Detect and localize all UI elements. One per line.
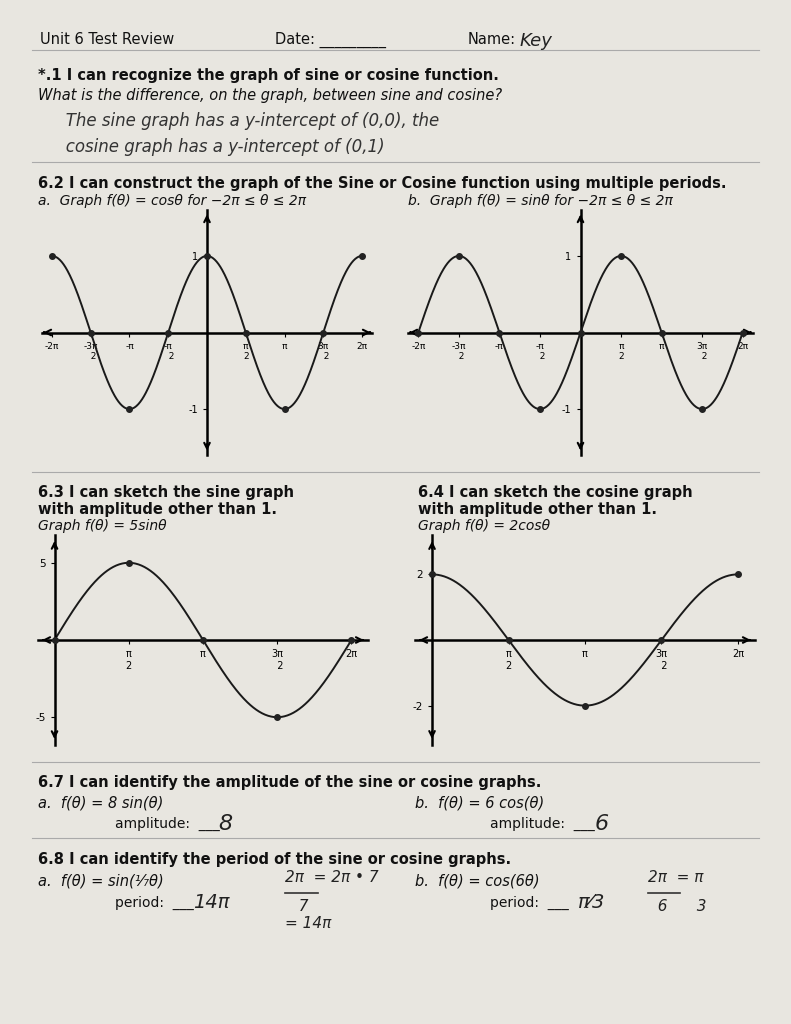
Text: The sine graph has a y-intercept of (0,0), the: The sine graph has a y-intercept of (0,0… xyxy=(50,112,439,130)
Text: 6.7 I can identify the amplitude of the sine or cosine graphs.: 6.7 I can identify the amplitude of the … xyxy=(38,775,541,790)
Text: What is the difference, on the graph, between sine and cosine?: What is the difference, on the graph, be… xyxy=(38,88,502,103)
Text: Graph f(θ) = 2cosθ: Graph f(θ) = 2cosθ xyxy=(418,519,550,534)
Text: b.  f(θ) = 6 cos(θ): b. f(θ) = 6 cos(θ) xyxy=(415,795,544,810)
Text: amplitude:  ___: amplitude: ___ xyxy=(115,817,220,831)
Text: 7: 7 xyxy=(289,899,308,914)
Text: 6.8 I can identify the period of the sine or cosine graphs.: 6.8 I can identify the period of the sin… xyxy=(38,852,511,867)
Text: Date: _________: Date: _________ xyxy=(275,32,386,48)
Text: 6.3 I can sketch the sine graph: 6.3 I can sketch the sine graph xyxy=(38,485,294,500)
Text: period:  ___: period: ___ xyxy=(115,896,194,910)
Text: 8: 8 xyxy=(218,814,232,834)
Text: with amplitude other than 1.: with amplitude other than 1. xyxy=(38,502,277,517)
Text: b.  f(θ) = cos(6θ): b. f(θ) = cos(6θ) xyxy=(415,874,539,889)
Text: 6.2 I can construct the graph of the Sine or Cosine function using multiple peri: 6.2 I can construct the graph of the Sin… xyxy=(38,176,726,191)
Text: 6.4 I can sketch the cosine graph: 6.4 I can sketch the cosine graph xyxy=(418,485,693,500)
Text: 6      3: 6 3 xyxy=(648,899,706,914)
Text: Unit 6 Test Review: Unit 6 Test Review xyxy=(40,32,174,47)
Text: π⁄3: π⁄3 xyxy=(578,893,605,912)
Text: Name:: Name: xyxy=(468,32,516,47)
Text: amplitude:  ___: amplitude: ___ xyxy=(490,817,595,831)
Text: 2π  = 2π • 7: 2π = 2π • 7 xyxy=(285,870,379,885)
Text: a.  Graph f(θ) = cosθ for −2π ≤ θ ≤ 2π: a. Graph f(θ) = cosθ for −2π ≤ θ ≤ 2π xyxy=(38,194,306,208)
Text: a.  f(θ) = sin(¹⁄₇θ): a. f(θ) = sin(¹⁄₇θ) xyxy=(38,874,164,889)
Text: b.  Graph f(θ) = sinθ for −2π ≤ θ ≤ 2π: b. Graph f(θ) = sinθ for −2π ≤ θ ≤ 2π xyxy=(408,194,673,208)
Text: = 14π: = 14π xyxy=(285,916,331,931)
Text: Key: Key xyxy=(520,32,553,50)
Text: 2π  = π: 2π = π xyxy=(648,870,703,885)
Text: with amplitude other than 1.: with amplitude other than 1. xyxy=(418,502,657,517)
Text: cosine graph has a y-intercept of (0,1): cosine graph has a y-intercept of (0,1) xyxy=(50,138,384,156)
Text: a.  f(θ) = 8 sin(θ): a. f(θ) = 8 sin(θ) xyxy=(38,795,164,810)
Text: *.1 I can recognize the graph of sine or cosine function.: *.1 I can recognize the graph of sine or… xyxy=(38,68,499,83)
Text: 14π: 14π xyxy=(193,893,229,912)
Text: period:  ___: period: ___ xyxy=(490,896,569,910)
Text: Graph f(θ) = 5sinθ: Graph f(θ) = 5sinθ xyxy=(38,519,167,534)
Text: 6: 6 xyxy=(595,814,609,834)
